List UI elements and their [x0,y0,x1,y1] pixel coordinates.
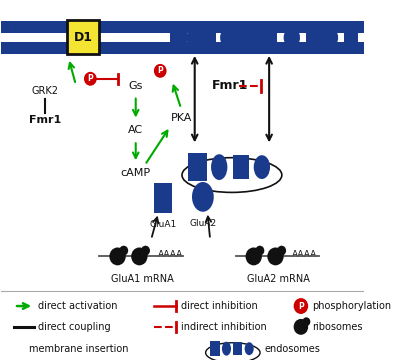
Text: AAAA: AAAA [292,250,317,259]
Text: direct inhibition: direct inhibition [181,301,258,311]
FancyBboxPatch shape [233,342,242,355]
Text: PKA: PKA [170,113,192,123]
Circle shape [294,319,308,335]
Circle shape [141,246,150,256]
FancyBboxPatch shape [154,183,172,213]
FancyBboxPatch shape [1,42,364,54]
Text: endosomes: endosomes [264,344,320,354]
Ellipse shape [222,342,231,356]
Text: membrane insertion: membrane insertion [29,344,128,354]
Text: P: P [157,66,163,75]
Text: phosphorylation: phosphorylation [312,301,391,311]
FancyBboxPatch shape [261,27,277,48]
Circle shape [255,246,264,256]
Text: direct coupling: direct coupling [38,322,110,332]
Ellipse shape [249,27,266,48]
Ellipse shape [220,27,236,48]
Text: GluA2 mRNA: GluA2 mRNA [247,274,310,284]
FancyBboxPatch shape [210,341,220,356]
Ellipse shape [322,27,338,48]
Text: P: P [88,74,93,83]
FancyBboxPatch shape [188,153,206,181]
Text: GRK2: GRK2 [32,86,58,96]
Ellipse shape [192,182,214,212]
FancyBboxPatch shape [233,155,249,179]
Text: GluA1: GluA1 [149,220,176,229]
Circle shape [154,64,166,78]
Circle shape [294,298,308,314]
Text: direct activation: direct activation [38,301,117,311]
Ellipse shape [284,27,300,48]
FancyBboxPatch shape [306,27,323,48]
Text: cAMP: cAMP [121,168,151,178]
Circle shape [84,72,97,86]
Text: AC: AC [128,125,143,135]
Text: P: P [298,301,304,310]
Text: GluA1 mRNA: GluA1 mRNA [111,274,174,284]
Circle shape [131,248,148,265]
FancyBboxPatch shape [170,27,186,48]
Text: GluA2: GluA2 [189,219,216,228]
Text: Fmr1: Fmr1 [29,116,61,126]
Ellipse shape [254,155,270,179]
Text: Gs: Gs [128,81,143,91]
FancyBboxPatch shape [200,27,216,48]
Circle shape [109,248,126,265]
Circle shape [302,317,310,326]
Ellipse shape [245,342,254,355]
Ellipse shape [211,154,227,180]
FancyBboxPatch shape [344,29,358,47]
Circle shape [277,246,286,256]
FancyBboxPatch shape [67,20,99,54]
FancyBboxPatch shape [1,21,364,33]
FancyBboxPatch shape [1,32,364,43]
Text: indirect inhibition: indirect inhibition [181,322,267,332]
Text: ribosomes: ribosomes [312,322,362,332]
Text: D1: D1 [74,31,92,44]
Circle shape [119,246,128,256]
Text: Fmr1: Fmr1 [212,79,248,92]
Circle shape [246,248,262,265]
FancyBboxPatch shape [234,27,250,48]
Ellipse shape [186,27,203,48]
Text: AAAA: AAAA [158,250,183,259]
Circle shape [267,248,284,265]
